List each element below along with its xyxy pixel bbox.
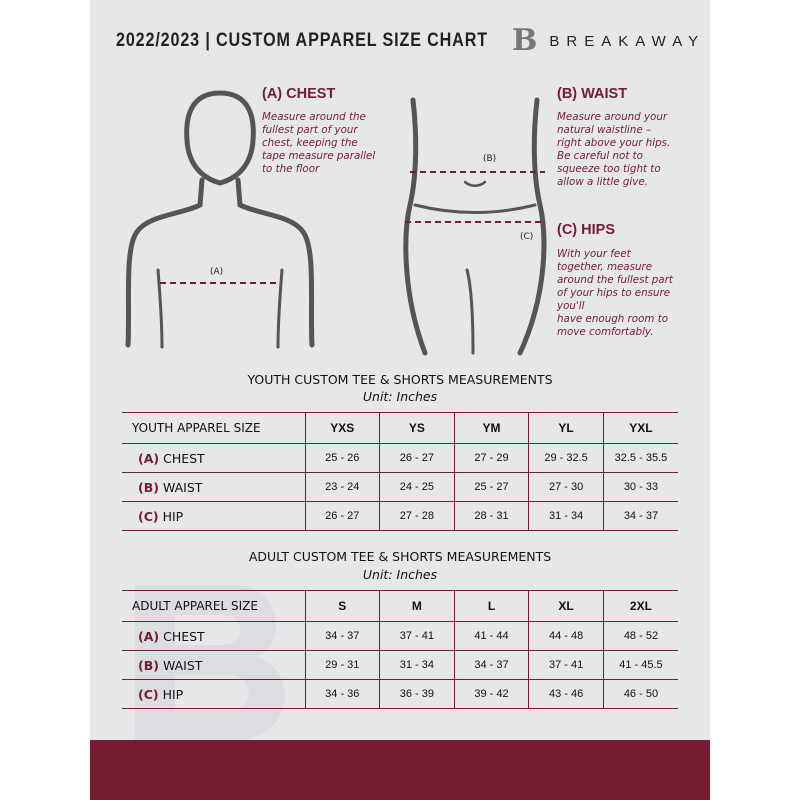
measurement-value: 46 - 50 [602,679,678,709]
adult-section-title: ADULT CUSTOM TEE & SHORTS MEASUREMENTS [248,549,552,564]
measurement-letter: (B) [138,479,159,495]
measurement-value: 31 - 34 [379,650,455,680]
logo-mark: B [512,23,538,58]
measurement-value: 36 - 39 [379,679,455,709]
measurement-name: HIP [162,508,184,524]
footer-band [90,740,710,800]
measurement-value: 29 - 31 [304,650,380,680]
hips-marker: (C) [520,232,534,242]
measurement-value: 34 - 36 [304,679,380,709]
measurement-value: 27 - 28 [379,501,455,531]
waist-figure-illustration [403,97,547,356]
measurement-value: 48 - 52 [602,621,678,651]
measurement-value: 37 - 41 [379,621,455,651]
chest-figure-illustration [125,90,315,349]
size-header: YM [453,412,529,444]
measurement-name: HIP [162,686,184,702]
size-label: ADULT APPAREL SIZE [122,590,305,622]
youth-unit: Unit: Inches [362,389,438,404]
measurement-label: (A) CHEST [122,443,305,473]
measurement-letter: (C) [138,686,159,702]
measurement-name: CHEST [163,628,205,644]
measurement-value: 28 - 31 [453,501,529,531]
page-title: 2022/2023 | CUSTOM APPAREL SIZE CHART [116,30,488,51]
measurement-value: 23 - 24 [304,472,380,502]
youth-size-table: YOUTH APPAREL SIZE YXS YS YM YL YXL (A) CHEST 2… [122,412,678,531]
measurement-value: 37 - 41 [528,650,604,680]
brand-name: BREAKAWAY [549,32,706,50]
measurement-value: 26 - 27 [304,501,380,531]
measurement-name: WAIST [162,479,203,495]
hips-instructions: With your feet together, measure around … [557,248,673,338]
measurement-value: 41 - 44 [453,621,529,651]
measurement-letter: (A) [138,450,160,466]
measurement-value: 31 - 34 [528,501,604,531]
youth-section-title: YOUTH CUSTOM TEE & SHORTS MEASUREMENTS [247,372,553,387]
size-header: YS [379,412,455,444]
size-header: L [453,590,529,622]
chest-instructions: Measure around the fullest part of your … [262,111,376,175]
table-row: (B) WAIST 23 - 24 24 - 25 25 - 27 27 - 30 30 … [122,472,678,502]
measurement-value: 41 - 45.5 [602,650,678,680]
size-chart-page: 2022/2023 | CUSTOM APPAREL SIZE CHART B … [90,0,710,800]
waist-instructions: Measure around your natural waistline – … [557,111,671,188]
measurement-value: 44 - 48 [528,621,604,651]
measurement-value: 34 - 37 [304,621,380,651]
chest-marker: (A) [210,267,224,277]
measurement-value: 32.5 - 35.5 [602,443,678,473]
size-header: 2XL [602,590,678,622]
waist-marker: (B) [483,154,497,164]
measurement-label: (C) HIP [122,501,305,531]
measurement-value: 30 - 33 [602,472,678,502]
measurement-value: 25 - 26 [304,443,380,473]
adult-size-table: ADULT APPAREL SIZE S M L XL 2XL (A) CHEST 34 - … [122,590,678,709]
table-row: (C) HIP 34 - 36 36 - 39 39 - 42 43 - 46 46 - … [122,679,678,709]
chest-heading: (A) CHEST [262,86,336,102]
measurement-label: (A) CHEST [122,621,305,651]
size-header: M [379,590,455,622]
size-header: YXL [602,412,678,444]
adult-unit: Unit: Inches [362,567,438,582]
measurement-value: 29 - 32.5 [528,443,604,473]
measurement-letter: (A) [138,628,160,644]
measurement-value: 39 - 42 [453,679,529,709]
measurement-value: 34 - 37 [602,501,678,531]
waist-heading: (B) WAIST [557,86,628,102]
size-header: YL [528,412,604,444]
size-label: YOUTH APPAREL SIZE [122,412,305,444]
table-row: (A) CHEST 34 - 37 37 - 41 41 - 44 44 - 48 48 … [122,621,678,651]
size-header: S [304,590,380,622]
measurement-label: (B) WAIST [122,472,305,502]
measurement-name: WAIST [162,657,203,673]
table-header-row: YOUTH APPAREL SIZE YXS YS YM YL YXL [122,412,678,444]
measurement-value: 43 - 46 [528,679,604,709]
table-row: (B) WAIST 29 - 31 31 - 34 34 - 37 37 - 41 41 … [122,650,678,680]
brand-logo: B BREAKAWAY [512,26,705,56]
size-header: XL [528,590,604,622]
hips-heading: (C) HIPS [557,222,615,238]
measurement-value: 26 - 27 [379,443,455,473]
measurement-value: 27 - 30 [528,472,604,502]
measurement-value: 34 - 37 [453,650,529,680]
table-row: (A) CHEST 25 - 26 26 - 27 27 - 29 29 - 32.5 3… [122,443,678,473]
measurement-letter: (B) [138,657,159,673]
table-header-row: ADULT APPAREL SIZE S M L XL 2XL [122,590,678,622]
measurement-value: 27 - 29 [453,443,529,473]
measurement-name: CHEST [163,450,205,466]
size-header: YXS [304,412,380,444]
measurement-value: 25 - 27 [453,472,529,502]
measurement-label: (C) HIP [122,679,305,709]
measurement-value: 24 - 25 [379,472,455,502]
table-row: (C) HIP 26 - 27 27 - 28 28 - 31 31 - 34 34 - … [122,501,678,531]
measurement-letter: (C) [138,508,159,524]
measurement-label: (B) WAIST [122,650,305,680]
